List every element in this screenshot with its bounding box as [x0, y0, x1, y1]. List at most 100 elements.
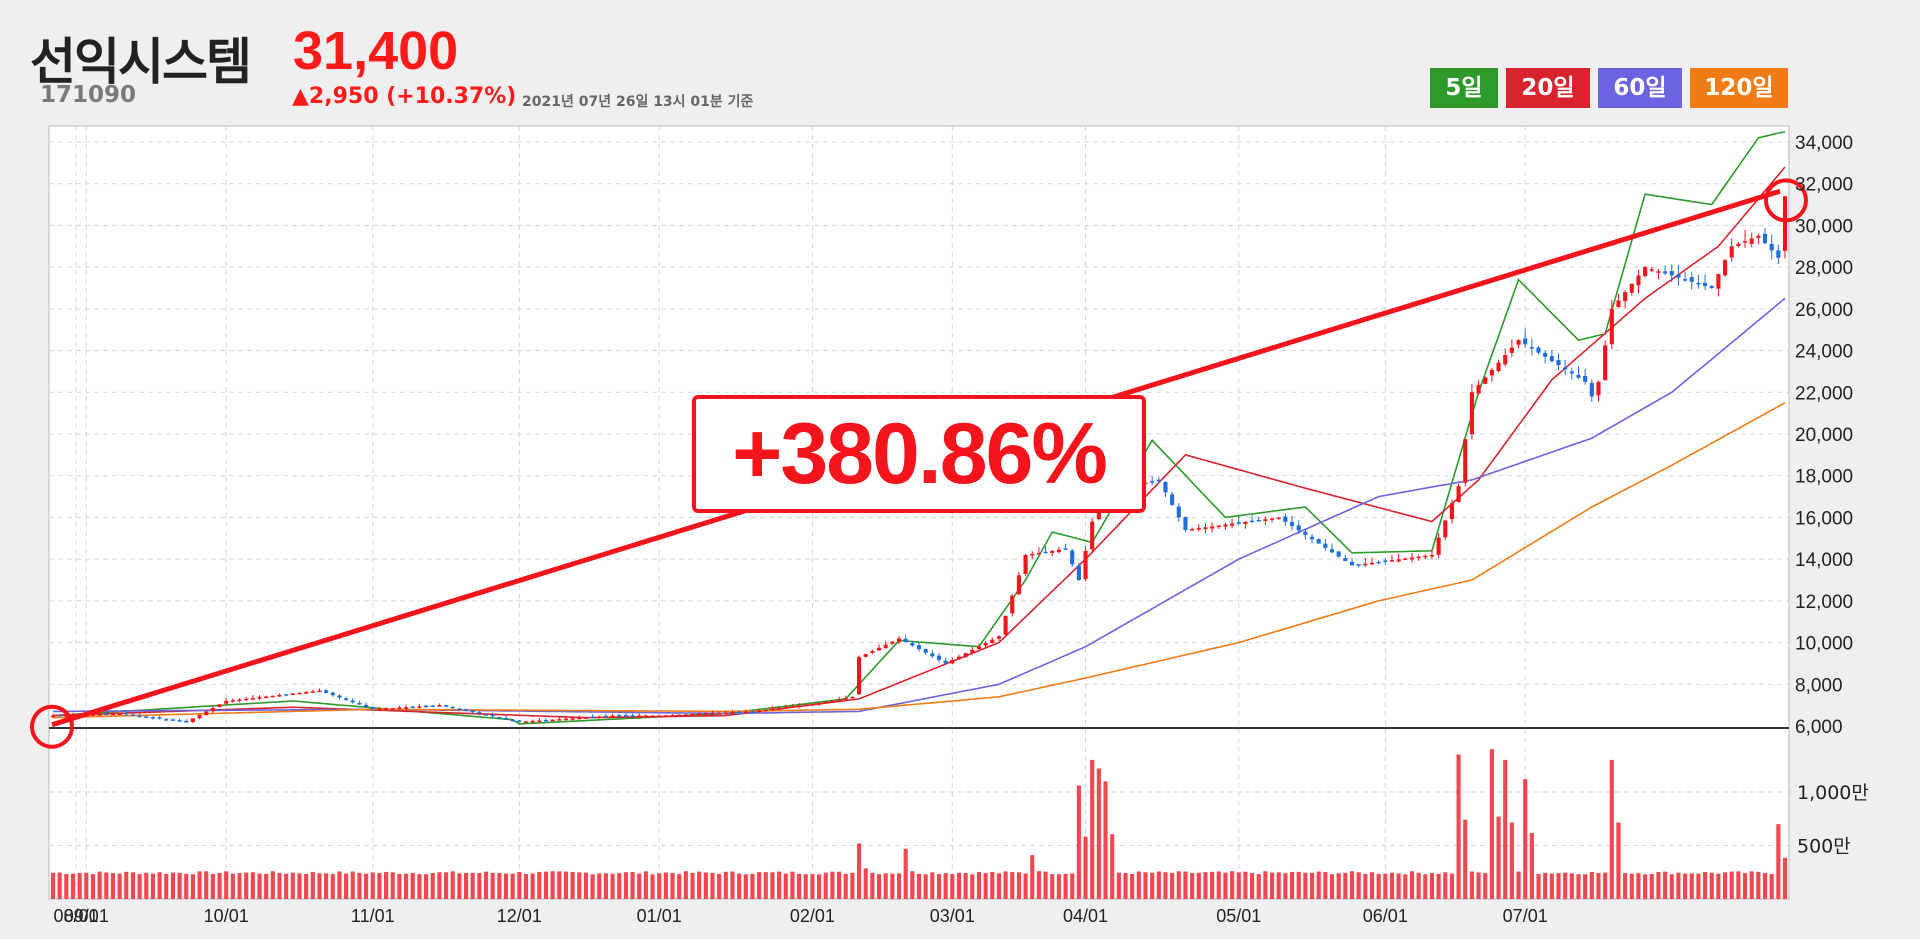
candle-body [990, 639, 995, 643]
legend-ma5[interactable]: 5일 [1430, 68, 1498, 108]
volume-bar [257, 873, 262, 899]
candle-body [357, 702, 362, 705]
candle-body [1156, 479, 1161, 482]
volume-bar [1010, 872, 1015, 899]
volume-bar [364, 873, 369, 899]
legend-ma120[interactable]: 120일 [1690, 68, 1788, 108]
candle-body [1782, 196, 1788, 251]
candle-body [896, 638, 902, 643]
volume-bar [1769, 874, 1774, 899]
candle-body [1649, 269, 1654, 271]
candle-body [1509, 347, 1514, 353]
candle-body [1056, 549, 1061, 553]
volume-bar [970, 874, 975, 899]
grid-lines [49, 126, 1789, 899]
legend-ma20[interactable]: 20일 [1506, 68, 1590, 108]
volume-bar [1636, 873, 1641, 899]
candle-body [577, 717, 582, 720]
volume-bar [1762, 873, 1768, 899]
volume-bar [657, 873, 662, 899]
volume-bar [197, 871, 202, 899]
legend-ma60[interactable]: 60일 [1598, 68, 1682, 108]
volume-bar [1376, 873, 1381, 899]
candle-body [64, 715, 69, 717]
candle-body [137, 715, 142, 718]
price-tick-label: 28,000 [1795, 258, 1853, 279]
volume-bar [1509, 822, 1514, 899]
volume-bar [1063, 873, 1068, 899]
candle-body [264, 696, 269, 699]
volume-bar [1569, 873, 1574, 899]
volume-bar [770, 872, 775, 899]
candle-body [856, 657, 862, 695]
volume-bar [1696, 873, 1701, 899]
volume-bar [1036, 871, 1041, 899]
volume-bar [1256, 874, 1261, 899]
candle-body [923, 649, 928, 653]
candle-body [1250, 520, 1255, 523]
date-tick-label: 08/01 [53, 906, 98, 926]
volume-bar [1629, 873, 1634, 899]
price-tick-label: 22,000 [1795, 383, 1853, 404]
candle-body [124, 712, 129, 715]
candle-body [1762, 233, 1768, 244]
volume-bar [1703, 872, 1708, 899]
volume-bar [1263, 871, 1268, 899]
candlesticks [50, 196, 1788, 724]
candle-body [823, 701, 828, 704]
volume-bar [1003, 871, 1008, 899]
volume-bar [850, 872, 855, 899]
candle-body [1210, 526, 1215, 529]
candle-body [1376, 561, 1381, 564]
candle-body [477, 712, 482, 714]
candle-body [1036, 552, 1041, 555]
candle-body [1070, 550, 1075, 565]
volume-bar [1183, 871, 1188, 899]
volume-bar [1329, 874, 1335, 899]
candle-body [777, 708, 782, 710]
candle-body [1529, 347, 1534, 349]
volume-bar [803, 874, 808, 899]
candle-body [1076, 565, 1081, 580]
candle-body [1090, 521, 1095, 550]
candle-body [1203, 527, 1208, 530]
timestamp: 2021년 07년 26일 13시 01분 기준 [522, 94, 754, 110]
volume-bar [50, 872, 56, 899]
candle-body [530, 720, 535, 723]
volume-bar [497, 872, 502, 899]
price-tick-label: 20,000 [1795, 425, 1853, 446]
candle-body [1010, 595, 1015, 614]
volume-bar [290, 872, 295, 899]
candle-body [1263, 519, 1268, 521]
candle-body [1356, 564, 1361, 566]
candle-body [344, 698, 349, 700]
volume-bar [723, 871, 728, 899]
volume-bar [610, 873, 615, 899]
price-tick-label: 34,000 [1795, 133, 1853, 154]
volume-bar [1250, 872, 1255, 899]
candle-body [1549, 356, 1554, 361]
candle-body [110, 713, 116, 716]
volume-bar [104, 872, 109, 899]
volume-bar [1316, 871, 1321, 899]
volume-bar [1583, 874, 1588, 899]
candle-body [1469, 392, 1474, 435]
volume-bar [1369, 872, 1375, 899]
candle-body [404, 707, 409, 709]
volume-bar [537, 871, 542, 899]
volume-bar [837, 871, 842, 899]
candle-body [1603, 345, 1608, 381]
candle-body [750, 711, 755, 713]
volume-bar [1476, 872, 1481, 899]
candle-body [1023, 554, 1028, 574]
volume-bar [923, 874, 928, 899]
price-tick-label: 18,000 [1795, 467, 1853, 488]
candle-body [170, 719, 175, 721]
volume-bar [217, 872, 222, 899]
volume-bar [1309, 872, 1315, 899]
candle-body [657, 715, 662, 718]
volume-bar [410, 872, 415, 899]
candle-body [1336, 551, 1341, 557]
candle-body [783, 707, 788, 709]
candle-body [1270, 518, 1275, 520]
